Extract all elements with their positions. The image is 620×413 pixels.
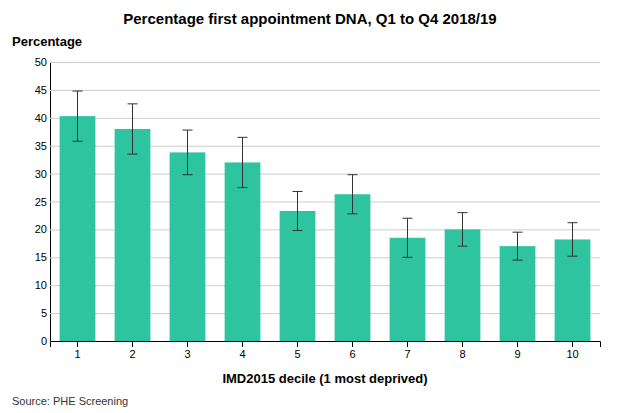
- source: Source: PHE Screening: [12, 395, 128, 407]
- tick-mark: [572, 341, 573, 347]
- tick-mark: [297, 341, 298, 347]
- y-tick-label: 15: [35, 251, 47, 263]
- error-bar: [513, 232, 523, 260]
- y-tick-label: 0: [41, 335, 47, 347]
- error-bar: [238, 137, 248, 187]
- x-tick-label: 8: [459, 348, 465, 360]
- x-tick: 10: [566, 341, 578, 360]
- x-tick: 1: [74, 341, 80, 360]
- x-tick-label: 7: [404, 348, 410, 360]
- chart: 0510152025303540455012345678910Percentag…: [0, 0, 620, 413]
- y-tick-label: 45: [35, 84, 47, 96]
- x-tick-label: 1: [74, 348, 80, 360]
- y-tick-label: 50: [35, 56, 47, 68]
- grid-line: [50, 62, 600, 63]
- plot-area: 0510152025303540455012345678910: [35, 56, 601, 360]
- error-bar: [183, 130, 193, 175]
- y-tick: 40: [35, 112, 600, 124]
- title: Percentage first appointment DNA, Q1 to …: [123, 10, 496, 27]
- x-tick: 5: [294, 341, 300, 360]
- error-bar: [348, 175, 358, 214]
- x-tick: 2: [129, 341, 135, 360]
- tick-mark: [352, 341, 353, 347]
- y-tick-label: 30: [35, 168, 47, 180]
- bar: [335, 194, 371, 341]
- x-axis: 1 2 3 4 5 6 7 8 9 10: [51, 341, 601, 360]
- marks: [60, 91, 591, 341]
- x-tick-label: 4: [239, 348, 245, 360]
- error-bar: [128, 104, 138, 154]
- y-axis-line: [51, 63, 601, 342]
- x-tick-label: 6: [349, 348, 355, 360]
- error-bar: [73, 91, 83, 141]
- bar: [60, 116, 96, 341]
- x-tick-label: 2: [129, 348, 135, 360]
- x-tick-label: 10: [566, 348, 578, 360]
- y-tick-label: 10: [35, 279, 47, 291]
- x-tick: 9: [514, 341, 520, 360]
- y-tick-label: 35: [35, 140, 47, 152]
- bar: [115, 129, 151, 341]
- tick-mark: [187, 341, 188, 347]
- x-tick-label: 9: [514, 348, 520, 360]
- grid-line: [50, 90, 600, 91]
- x-tick: 8: [459, 341, 465, 360]
- x-axis-line: [51, 342, 601, 348]
- error-bar: [293, 191, 303, 230]
- y-tick: 45: [35, 84, 600, 96]
- x-tick-label: 5: [294, 348, 300, 360]
- tick-mark: [462, 341, 463, 347]
- x-tick: 7: [404, 341, 410, 360]
- bar: [170, 152, 206, 341]
- x-axis-label: IMD2015 decile (1 most deprived): [222, 371, 427, 386]
- y-axis: 0 5 10 15 20 25 30 35 40 45 50: [35, 56, 600, 347]
- tick-mark: [517, 341, 518, 347]
- error-bar: [458, 213, 468, 246]
- y-tick: 50: [35, 56, 600, 68]
- tick-mark: [407, 341, 408, 347]
- y-tick-label: 5: [41, 307, 47, 319]
- y-tick-label: 40: [35, 112, 47, 124]
- x-tick: 6: [349, 341, 355, 360]
- tick-mark: [77, 341, 78, 347]
- tick-mark: [242, 341, 243, 347]
- y-tick-label: 25: [35, 196, 47, 208]
- error-bar: [403, 218, 413, 257]
- y-tick-label: 20: [35, 223, 47, 235]
- bar: [225, 162, 261, 341]
- tick-mark: [132, 341, 133, 347]
- x-tick-label: 3: [184, 348, 190, 360]
- x-tick: 3: [184, 341, 190, 360]
- error-bar: [568, 223, 578, 256]
- y-axis-label: Percentage: [12, 34, 82, 49]
- x-tick: 4: [239, 341, 245, 360]
